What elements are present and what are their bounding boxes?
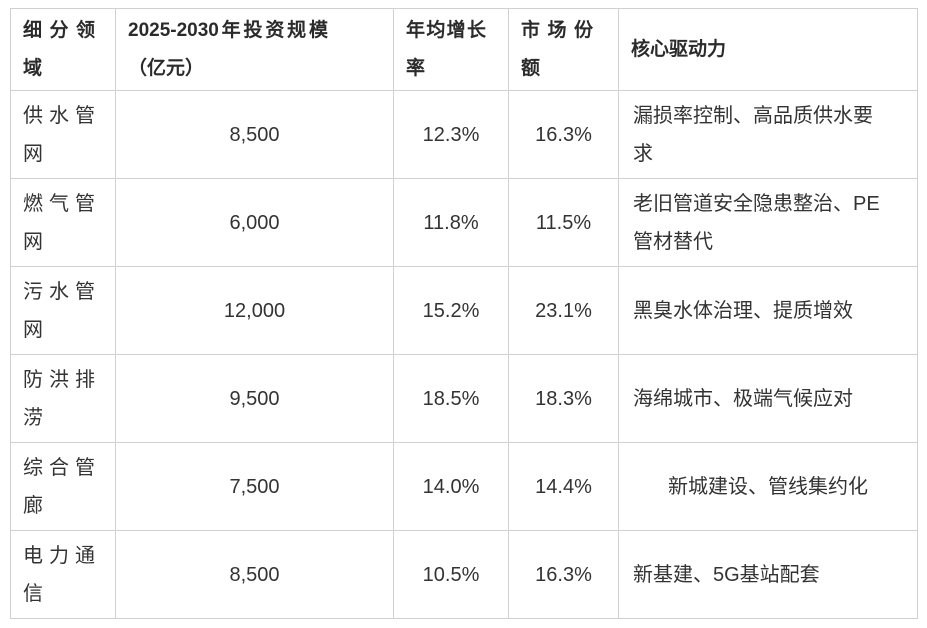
cell-share: 11.5% bbox=[508, 178, 619, 267]
driver-label: 老旧管道安全隐患整治、PE管材替代 bbox=[633, 192, 880, 253]
cell-investment: 7,500 bbox=[115, 442, 394, 531]
cell-investment: 8,500 bbox=[115, 90, 394, 179]
cell-segment: 防洪排涝 bbox=[10, 354, 116, 443]
cell-segment: 燃气管网 bbox=[10, 178, 116, 267]
driver-label: 黑臭水体治理、提质增效 bbox=[633, 299, 853, 322]
cell-segment: 供水管网 bbox=[10, 90, 116, 179]
cell-segment: 电力通信 bbox=[10, 530, 116, 619]
cell-segment: 综合管廊 bbox=[10, 442, 116, 531]
col-header-share: 市场份额 bbox=[508, 8, 619, 91]
segment-label: 污水管网 bbox=[23, 280, 95, 341]
table-body: 供水管网 8,500 12.3% 16.3% 漏损率控制、高品质供水要求 燃气管… bbox=[10, 90, 918, 619]
segment-label: 电力通信 bbox=[23, 544, 95, 605]
table-header: 细分领域 2025-2030年投资规模（亿元） 年均增长率 市场份额 核心驱动力 bbox=[10, 8, 918, 91]
segment-label: 综合管廊 bbox=[23, 456, 95, 517]
col-header-growth-label: 年均增长率 bbox=[406, 19, 486, 79]
cell-growth: 12.3% bbox=[393, 90, 509, 179]
col-header-segment-label: 细分领域 bbox=[23, 19, 95, 79]
cell-driver: 海绵城市、极端气候应对 bbox=[618, 354, 918, 443]
driver-label: 新基建、5G基站配套 bbox=[633, 563, 820, 586]
col-header-growth: 年均增长率 bbox=[393, 8, 509, 91]
col-header-investment: 2025-2030年投资规模（亿元） bbox=[115, 8, 394, 91]
cell-growth: 10.5% bbox=[393, 530, 509, 619]
driver-label: 海绵城市、极端气候应对 bbox=[633, 387, 853, 410]
cell-share: 23.1% bbox=[508, 266, 619, 355]
cell-growth: 18.5% bbox=[393, 354, 509, 443]
cell-growth: 15.2% bbox=[393, 266, 509, 355]
table-row-sewage: 污水管网 12,000 15.2% 23.1% 黑臭水体治理、提质增效 bbox=[10, 266, 918, 355]
investment-segments-table: 细分领域 2025-2030年投资规模（亿元） 年均增长率 市场份额 核心驱动力… bbox=[10, 8, 918, 619]
cell-driver: 新城建设、管线集约化 bbox=[618, 442, 918, 531]
col-header-segment: 细分领域 bbox=[10, 8, 116, 91]
cell-driver: 黑臭水体治理、提质增效 bbox=[618, 266, 918, 355]
table-row-utility-tunnel: 综合管廊 7,500 14.0% 14.4% 新城建设、管线集约化 bbox=[10, 442, 918, 531]
cell-growth: 11.8% bbox=[393, 178, 509, 267]
cell-investment: 8,500 bbox=[115, 530, 394, 619]
table-row-gas: 燃气管网 6,000 11.8% 11.5% 老旧管道安全隐患整治、PE管材替代 bbox=[10, 178, 918, 267]
col-header-investment-label: 2025-2030年投资规模（亿元） bbox=[128, 19, 328, 79]
segment-label: 燃气管网 bbox=[23, 192, 95, 253]
cell-growth: 14.0% bbox=[393, 442, 509, 531]
cell-segment: 污水管网 bbox=[10, 266, 116, 355]
segment-label: 防洪排涝 bbox=[23, 368, 95, 429]
table-row-flood-control: 防洪排涝 9,500 18.5% 18.3% 海绵城市、极端气候应对 bbox=[10, 354, 918, 443]
cell-driver: 老旧管道安全隐患整治、PE管材替代 bbox=[618, 178, 918, 267]
driver-label: 漏损率控制、高品质供水要求 bbox=[633, 104, 873, 165]
driver-label: 新城建设、管线集约化 bbox=[668, 475, 868, 498]
col-header-share-label: 市场份额 bbox=[521, 19, 593, 79]
cell-investment: 9,500 bbox=[115, 354, 394, 443]
cell-share: 14.4% bbox=[508, 442, 619, 531]
cell-share: 18.3% bbox=[508, 354, 619, 443]
cell-driver: 漏损率控制、高品质供水要求 bbox=[618, 90, 918, 179]
cell-share: 16.3% bbox=[508, 90, 619, 179]
col-header-driver: 核心驱动力 bbox=[618, 8, 918, 91]
cell-investment: 6,000 bbox=[115, 178, 394, 267]
cell-share: 16.3% bbox=[508, 530, 619, 619]
cell-investment: 12,000 bbox=[115, 266, 394, 355]
col-header-driver-label: 核心驱动力 bbox=[631, 38, 727, 60]
header-row: 细分领域 2025-2030年投资规模（亿元） 年均增长率 市场份额 核心驱动力 bbox=[10, 8, 918, 91]
table-row-water-supply: 供水管网 8,500 12.3% 16.3% 漏损率控制、高品质供水要求 bbox=[10, 90, 918, 179]
table-row-power-telecom: 电力通信 8,500 10.5% 16.3% 新基建、5G基站配套 bbox=[10, 530, 918, 619]
cell-driver: 新基建、5G基站配套 bbox=[618, 530, 918, 619]
segment-label: 供水管网 bbox=[23, 104, 95, 165]
